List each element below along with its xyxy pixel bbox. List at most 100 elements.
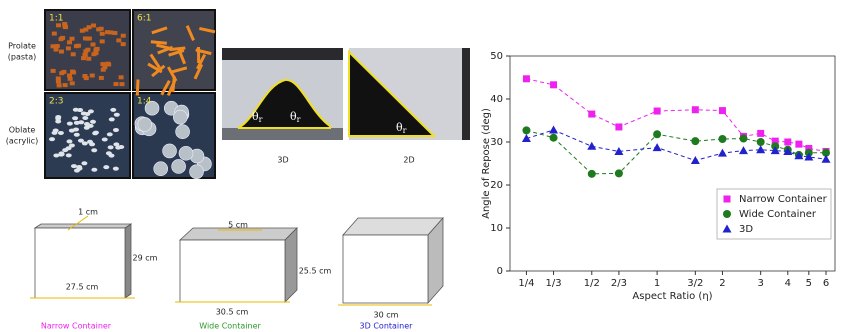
container-caption: 3D Container bbox=[360, 322, 414, 331]
disc bbox=[179, 146, 193, 160]
bead bbox=[74, 121, 80, 125]
series-line bbox=[526, 130, 826, 173]
pasta bbox=[96, 27, 101, 31]
bead bbox=[73, 127, 79, 131]
bead bbox=[49, 137, 55, 141]
bead bbox=[82, 141, 88, 145]
marker bbox=[523, 75, 530, 82]
marker bbox=[757, 138, 765, 146]
pasta bbox=[70, 37, 75, 41]
marker bbox=[615, 123, 622, 130]
marker bbox=[653, 143, 662, 151]
box-side bbox=[285, 228, 297, 302]
bead bbox=[67, 122, 73, 126]
bead bbox=[118, 145, 124, 149]
disc bbox=[173, 110, 187, 124]
x-tick-label: 5 bbox=[806, 278, 812, 289]
bead bbox=[55, 119, 61, 123]
pasta bbox=[100, 32, 105, 36]
marker bbox=[653, 130, 661, 138]
bead bbox=[66, 153, 72, 157]
pasta bbox=[70, 70, 75, 74]
bead bbox=[74, 169, 80, 173]
legend-marker bbox=[724, 196, 731, 203]
legend-label: 3D bbox=[739, 224, 753, 235]
photo-band bbox=[222, 128, 343, 140]
bead bbox=[66, 139, 72, 143]
photo-band bbox=[462, 48, 470, 140]
dimension: 30.5 cm bbox=[216, 308, 249, 317]
marker bbox=[549, 125, 558, 133]
bead bbox=[90, 120, 96, 124]
dimension: 1 cm bbox=[78, 208, 98, 217]
disc bbox=[163, 144, 177, 158]
marker bbox=[719, 107, 726, 114]
disc bbox=[172, 159, 186, 173]
pasta bbox=[84, 76, 89, 80]
pasta bbox=[102, 65, 107, 69]
y-tick-label: 10 bbox=[490, 223, 503, 234]
x-tick-label: 4 bbox=[785, 278, 791, 289]
pasta bbox=[119, 75, 124, 79]
pasta bbox=[55, 44, 60, 48]
container-caption: Narrow Container bbox=[41, 322, 112, 331]
pasta bbox=[70, 81, 75, 85]
bead bbox=[77, 108, 83, 112]
y-tick-label: 20 bbox=[490, 180, 503, 191]
marker bbox=[550, 81, 557, 88]
bead bbox=[84, 126, 90, 130]
marker bbox=[691, 137, 699, 145]
bead bbox=[107, 132, 113, 136]
pasta bbox=[66, 46, 71, 50]
x-tick-label: 3 bbox=[757, 278, 763, 289]
legend-label: Narrow Container bbox=[739, 194, 828, 205]
tile-label: 2:3 bbox=[49, 97, 63, 107]
bead bbox=[91, 148, 97, 152]
y-tick-label: 40 bbox=[490, 94, 503, 105]
y-tick-label: 30 bbox=[490, 137, 503, 148]
marker bbox=[822, 155, 831, 163]
bead bbox=[76, 165, 82, 169]
x-tick-label: 1 bbox=[654, 278, 660, 289]
pasta bbox=[91, 23, 96, 27]
x-tick-label: 3/2 bbox=[687, 278, 703, 289]
pasta bbox=[100, 39, 105, 43]
container-caption: Wide Container bbox=[199, 322, 261, 331]
pasta bbox=[59, 50, 64, 54]
marker bbox=[588, 111, 595, 118]
pasta bbox=[60, 36, 65, 40]
y-axis-label: Angle of Repose (deg) bbox=[481, 108, 492, 219]
bead bbox=[72, 116, 78, 120]
x-tick-label: 2 bbox=[719, 278, 725, 289]
pasta bbox=[93, 51, 98, 55]
disc bbox=[176, 125, 190, 139]
x-axis-label: Aspect Ratio (η) bbox=[632, 291, 712, 302]
series-line bbox=[526, 79, 826, 152]
bead bbox=[102, 137, 108, 141]
bead bbox=[113, 167, 119, 171]
x-tick-label: 1/4 bbox=[518, 278, 534, 289]
pasta bbox=[121, 34, 126, 38]
pasta bbox=[85, 48, 90, 52]
pile-photos: θr θr θr 3D 2D bbox=[222, 48, 470, 165]
marker bbox=[522, 126, 530, 134]
bead bbox=[114, 113, 120, 117]
box-front bbox=[343, 235, 428, 303]
y-tick-label: 0 bbox=[497, 266, 503, 277]
x-tick-label: 1/3 bbox=[545, 278, 561, 289]
bead bbox=[55, 115, 61, 119]
bead bbox=[81, 161, 87, 165]
disc bbox=[190, 165, 204, 179]
caption: 2D bbox=[403, 156, 414, 165]
pasta bbox=[67, 73, 72, 77]
pasta bbox=[56, 23, 61, 27]
disc bbox=[138, 117, 152, 131]
photo-grid: 1:1 6:1 2:3 1:4 Prolate (pasta) Oblate (… bbox=[6, 10, 216, 179]
dimension: 25.5 cm bbox=[299, 267, 332, 276]
marker bbox=[784, 139, 791, 146]
pasta bbox=[90, 74, 95, 78]
tile-label: 1:1 bbox=[49, 14, 63, 24]
row-label: Oblate bbox=[9, 126, 36, 135]
legend-marker bbox=[723, 210, 731, 218]
